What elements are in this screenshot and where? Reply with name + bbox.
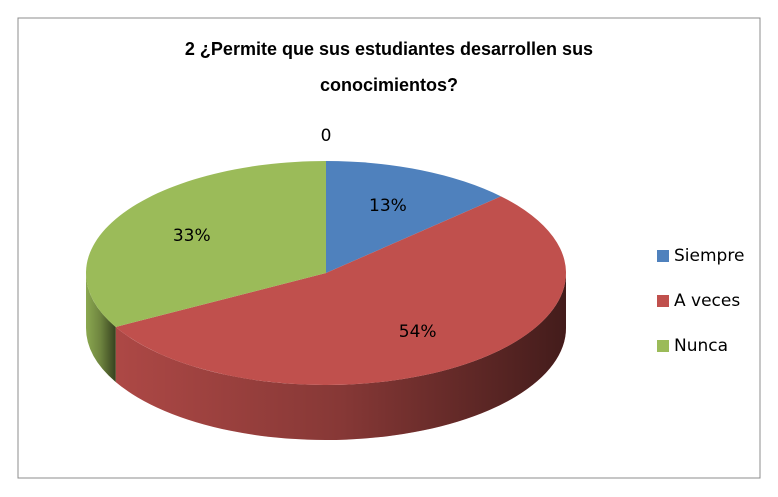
- chart-title: 2 ¿Permite que sus estudiantes desarroll…: [185, 39, 593, 59]
- slice: [326, 161, 501, 273]
- slice: [115, 196, 566, 385]
- legend-swatch: [657, 250, 669, 262]
- data-label: 33%: [173, 226, 211, 246]
- series-label: 0: [321, 126, 332, 146]
- legend-label: Nunca: [674, 336, 728, 356]
- chart-title: conocimientos?: [320, 75, 458, 95]
- legend-swatch: [657, 340, 669, 352]
- data-label: 54%: [399, 322, 437, 342]
- legend-label: Siempre: [674, 246, 744, 266]
- legend-swatch: [657, 295, 669, 307]
- slice: [85, 161, 326, 327]
- slice-side-shade: [86, 273, 116, 382]
- slice-side-shade: [115, 273, 566, 440]
- data-label: 13%: [369, 196, 407, 216]
- legend-label: A veces: [674, 291, 740, 311]
